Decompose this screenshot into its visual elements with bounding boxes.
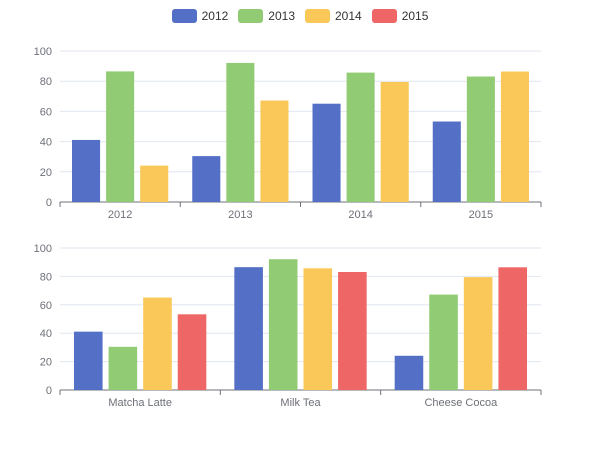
bar bbox=[106, 71, 135, 202]
bar bbox=[268, 259, 298, 390]
x-tick-label: Cheese Cocoa bbox=[424, 397, 498, 409]
bar bbox=[143, 297, 172, 390]
bar bbox=[500, 71, 529, 202]
y-tick-label: 20 bbox=[40, 357, 52, 369]
legend-item-2015[interactable]: 2015 bbox=[371, 9, 429, 23]
legend-item-2012[interactable]: 2012 bbox=[171, 9, 229, 23]
bar bbox=[498, 267, 527, 390]
y-tick-label: 40 bbox=[40, 137, 52, 149]
bar bbox=[72, 139, 101, 202]
bar bbox=[303, 268, 333, 390]
x-tick-label: 2013 bbox=[228, 209, 252, 221]
bar bbox=[260, 100, 289, 202]
y-tick-label: 80 bbox=[40, 76, 52, 88]
y-tick-label: 100 bbox=[34, 46, 52, 58]
bar bbox=[394, 355, 424, 390]
bar bbox=[234, 267, 263, 390]
x-tick-label: 2012 bbox=[108, 209, 132, 221]
legend-swatch bbox=[238, 9, 264, 23]
bar bbox=[177, 314, 207, 390]
x-tick-label: 2015 bbox=[469, 209, 493, 221]
bar bbox=[312, 103, 341, 202]
legend-item-2014[interactable]: 2014 bbox=[305, 9, 362, 23]
bar bbox=[338, 271, 367, 390]
y-tick-label: 20 bbox=[40, 167, 52, 179]
bar bbox=[226, 62, 255, 202]
bar bbox=[74, 331, 103, 390]
y-tick-label: 100 bbox=[34, 243, 52, 255]
bar bbox=[429, 294, 458, 390]
legend-item-2013[interactable]: 2013 bbox=[238, 9, 295, 23]
bar bbox=[432, 121, 461, 202]
bar bbox=[108, 346, 138, 390]
legend-swatch bbox=[305, 9, 330, 23]
legend-label: 2015 bbox=[401, 9, 429, 23]
y-tick-label: 40 bbox=[40, 328, 52, 340]
y-tick-label: 80 bbox=[40, 271, 52, 283]
legend-label: 2012 bbox=[201, 9, 229, 23]
bar bbox=[380, 81, 409, 202]
x-tick-label: 2014 bbox=[348, 209, 372, 221]
bar bbox=[466, 76, 495, 202]
bar bbox=[140, 165, 169, 202]
legend-swatch bbox=[371, 9, 397, 23]
y-tick-label: 0 bbox=[46, 197, 52, 209]
legend-label: 2014 bbox=[335, 9, 362, 23]
y-tick-label: 0 bbox=[46, 385, 52, 397]
bar bbox=[346, 72, 375, 202]
bar bbox=[192, 156, 221, 202]
y-tick-label: 60 bbox=[40, 300, 52, 312]
legend-swatch bbox=[171, 9, 197, 23]
y-tick-label: 60 bbox=[40, 106, 52, 118]
legend-label: 2013 bbox=[268, 9, 295, 23]
legend: 2012 2013 2014 2015 bbox=[0, 9, 600, 23]
x-tick-label: Matcha Latte bbox=[108, 397, 172, 409]
bar bbox=[463, 277, 493, 390]
x-tick-label: Milk Tea bbox=[280, 397, 321, 409]
